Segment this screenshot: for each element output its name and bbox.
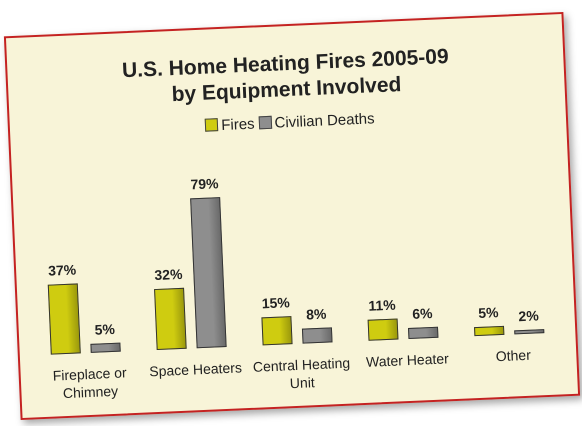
legend-swatch	[204, 118, 219, 132]
legend-label: Fires	[220, 115, 255, 134]
data-label: 37%	[47, 261, 77, 279]
bar	[301, 327, 333, 344]
legend-label: Civilian Deaths	[274, 110, 375, 132]
data-label: 79%	[190, 175, 219, 193]
data-label: 6%	[411, 304, 433, 322]
legend-swatch	[258, 115, 272, 130]
bar	[90, 342, 121, 353]
bar	[190, 197, 227, 349]
data-label: 32%	[154, 266, 183, 284]
bar	[261, 315, 293, 346]
data-label: 5%	[477, 303, 499, 321]
data-label: 5%	[94, 320, 116, 338]
bar	[154, 288, 187, 351]
data-label: 2%	[518, 307, 540, 325]
bar	[407, 326, 439, 340]
bar	[514, 329, 545, 335]
x-tick-label: Water Heater	[365, 350, 450, 370]
data-label: 8%	[305, 305, 327, 323]
bar	[47, 283, 81, 355]
bar	[367, 318, 399, 341]
x-tick-label: Fireplace or Chimney	[52, 364, 127, 402]
data-label: 15%	[261, 293, 291, 311]
bar	[474, 325, 505, 337]
data-label: 11%	[368, 296, 396, 314]
x-tick-label: Central Heating Unit	[252, 354, 351, 392]
chart: U.S. Home Heating Fires 2005-09 by Equip…	[3, 11, 581, 421]
x-tick-label: Space Heaters	[148, 359, 243, 380]
x-tick-label: Other	[495, 346, 532, 365]
